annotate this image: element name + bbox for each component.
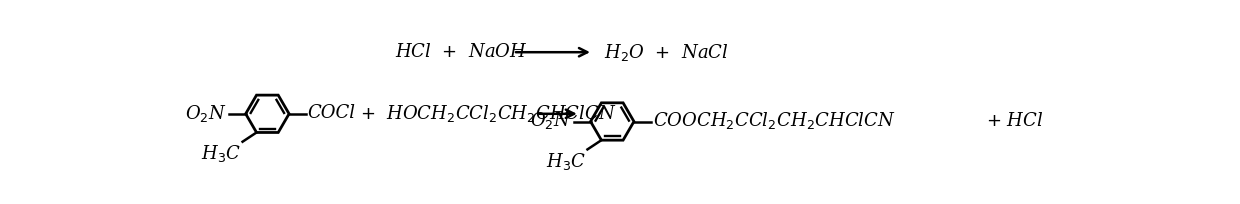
Text: COOCH$_2$CCl$_2$CH$_2$CHClCN: COOCH$_2$CCl$_2$CH$_2$CHClCN <box>652 110 895 131</box>
Text: H$_3$C: H$_3$C <box>201 143 241 164</box>
Text: $+$  HOCH$_2$CCl$_2$CH$_2$CHClCN: $+$ HOCH$_2$CCl$_2$CH$_2$CHClCN <box>361 103 616 124</box>
Text: O$_2$N: O$_2$N <box>185 103 227 124</box>
Text: COCl: COCl <box>308 104 356 122</box>
Text: O$_2$N: O$_2$N <box>531 110 572 131</box>
Text: H$_2$O  $+$  NaCl: H$_2$O $+$ NaCl <box>605 42 729 63</box>
Text: HCl  $+$  NaOH: HCl $+$ NaOH <box>396 43 528 61</box>
Text: H$_3$C: H$_3$C <box>546 151 587 172</box>
Text: $+$ HCl: $+$ HCl <box>986 112 1043 130</box>
